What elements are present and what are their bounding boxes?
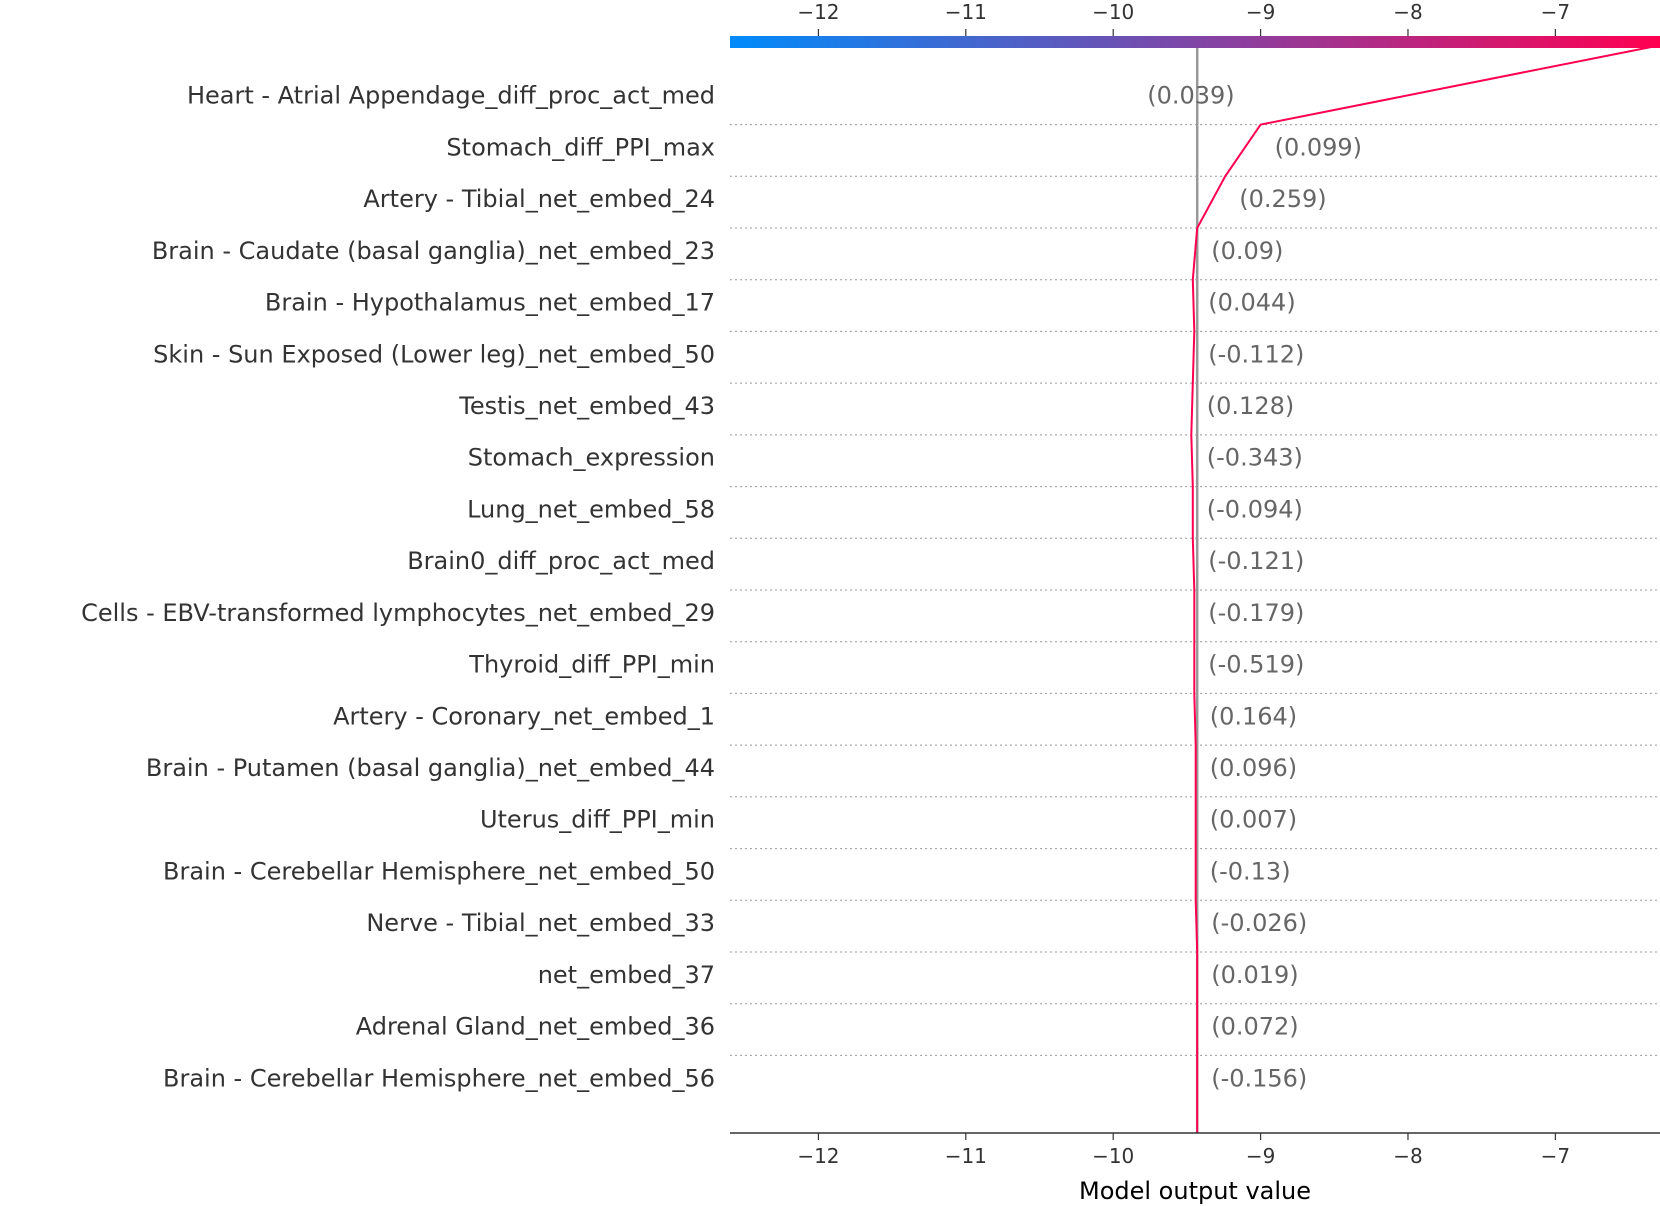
feature-label: net_embed_37	[538, 961, 715, 989]
x-tick-label-bottom: −9	[1246, 1144, 1275, 1168]
x-tick-label-top: −8	[1393, 0, 1422, 24]
feature-label: Brain - Hypothalamus_net_embed_17	[265, 289, 715, 317]
x-tick-label-top: −11	[945, 0, 987, 24]
feature-value-label: (-0.112)	[1208, 340, 1304, 368]
feature-value-label: (-0.121)	[1208, 547, 1304, 575]
x-tick-label-bottom: −10	[1092, 1144, 1134, 1168]
feature-label: Brain - Cerebellar Hemisphere_net_embed_…	[163, 857, 715, 885]
x-tick-label-top: −12	[797, 0, 839, 24]
feature-label: Thyroid_diff_PPI_min	[468, 651, 715, 679]
feature-value-label: (-0.026)	[1211, 909, 1307, 937]
feature-value-label: (0.259)	[1239, 185, 1326, 213]
feature-value-label: (-0.13)	[1210, 857, 1291, 885]
feature-label: Stomach_diff_PPI_max	[446, 133, 715, 161]
colorbar-gradient	[730, 36, 1660, 48]
x-tick-label-bottom: −12	[797, 1144, 839, 1168]
x-axis: −12 −12 −11 −11 −10 −10 −9 −9 −8 −8 −7 −7	[730, 0, 1660, 1168]
feature-label: Brain - Caudate (basal ganglia)_net_embe…	[152, 237, 715, 265]
feature-label: Brain - Cerebellar Hemisphere_net_embed_…	[163, 1064, 715, 1092]
x-tick-label-bottom: −8	[1393, 1144, 1422, 1168]
feature-label: Heart - Atrial Appendage_diff_proc_act_m…	[187, 82, 715, 110]
feature-label: Brain0_diff_proc_act_med	[407, 547, 715, 575]
x-tick-label-top: −7	[1541, 0, 1570, 24]
feature-value-label: (0.09)	[1211, 237, 1283, 265]
feature-label: Skin - Sun Exposed (Lower leg)_net_embed…	[153, 340, 715, 368]
feature-value-label: (0.128)	[1207, 392, 1294, 420]
decision-path-line	[1190, 46, 1652, 1133]
feature-label: Testis_net_embed_43	[458, 392, 715, 420]
feature-value-label: (-0.519)	[1208, 651, 1304, 679]
feature-value-label: (-0.156)	[1211, 1064, 1307, 1092]
feature-value-label: (-0.179)	[1208, 599, 1304, 627]
feature-value-label: (0.019)	[1211, 961, 1298, 989]
feature-value-label: (-0.094)	[1207, 495, 1303, 523]
feature-value-label: (0.044)	[1208, 289, 1295, 317]
x-axis-title: Model output value	[1079, 1177, 1311, 1205]
feature-value-label: (0.099)	[1275, 133, 1362, 161]
feature-value-label: (0.096)	[1210, 754, 1297, 782]
decision-path	[1190, 46, 1652, 1133]
feature-value-labels: (0.039) (0.099) (0.259) (0.09) (0.044) (-0.11…	[1147, 82, 1362, 1093]
feature-value-label: (0.007)	[1210, 806, 1297, 834]
feature-label: Artery - Coronary_net_embed_1	[333, 702, 715, 730]
feature-value-label: (0.039)	[1147, 82, 1234, 110]
feature-label: Lung_net_embed_58	[467, 495, 715, 523]
x-tick-label-top: −9	[1246, 0, 1275, 24]
x-tick-label-bottom: −11	[945, 1144, 987, 1168]
feature-value-label: (0.164)	[1210, 702, 1297, 730]
feature-label: Stomach_expression	[468, 444, 715, 472]
colorbar	[730, 36, 1660, 48]
x-tick-label-bottom: −7	[1541, 1144, 1570, 1168]
feature-label: Artery - Tibial_net_embed_24	[363, 185, 715, 213]
feature-label: Adrenal Gland_net_embed_36	[356, 1013, 715, 1041]
x-tick-label-top: −10	[1092, 0, 1134, 24]
feature-label: Uterus_diff_PPI_min	[480, 806, 715, 834]
feature-value-label: (-0.343)	[1207, 444, 1303, 472]
feature-value-label: (0.072)	[1211, 1013, 1298, 1041]
feature-label: Brain - Putamen (basal ganglia)_net_embe…	[146, 754, 715, 782]
feature-label: Nerve - Tibial_net_embed_33	[366, 909, 715, 937]
feature-labels: Heart - Atrial Appendage_diff_proc_act_m…	[81, 82, 715, 1093]
feature-label: Cells - EBV-transformed lymphocytes_net_…	[81, 599, 715, 627]
